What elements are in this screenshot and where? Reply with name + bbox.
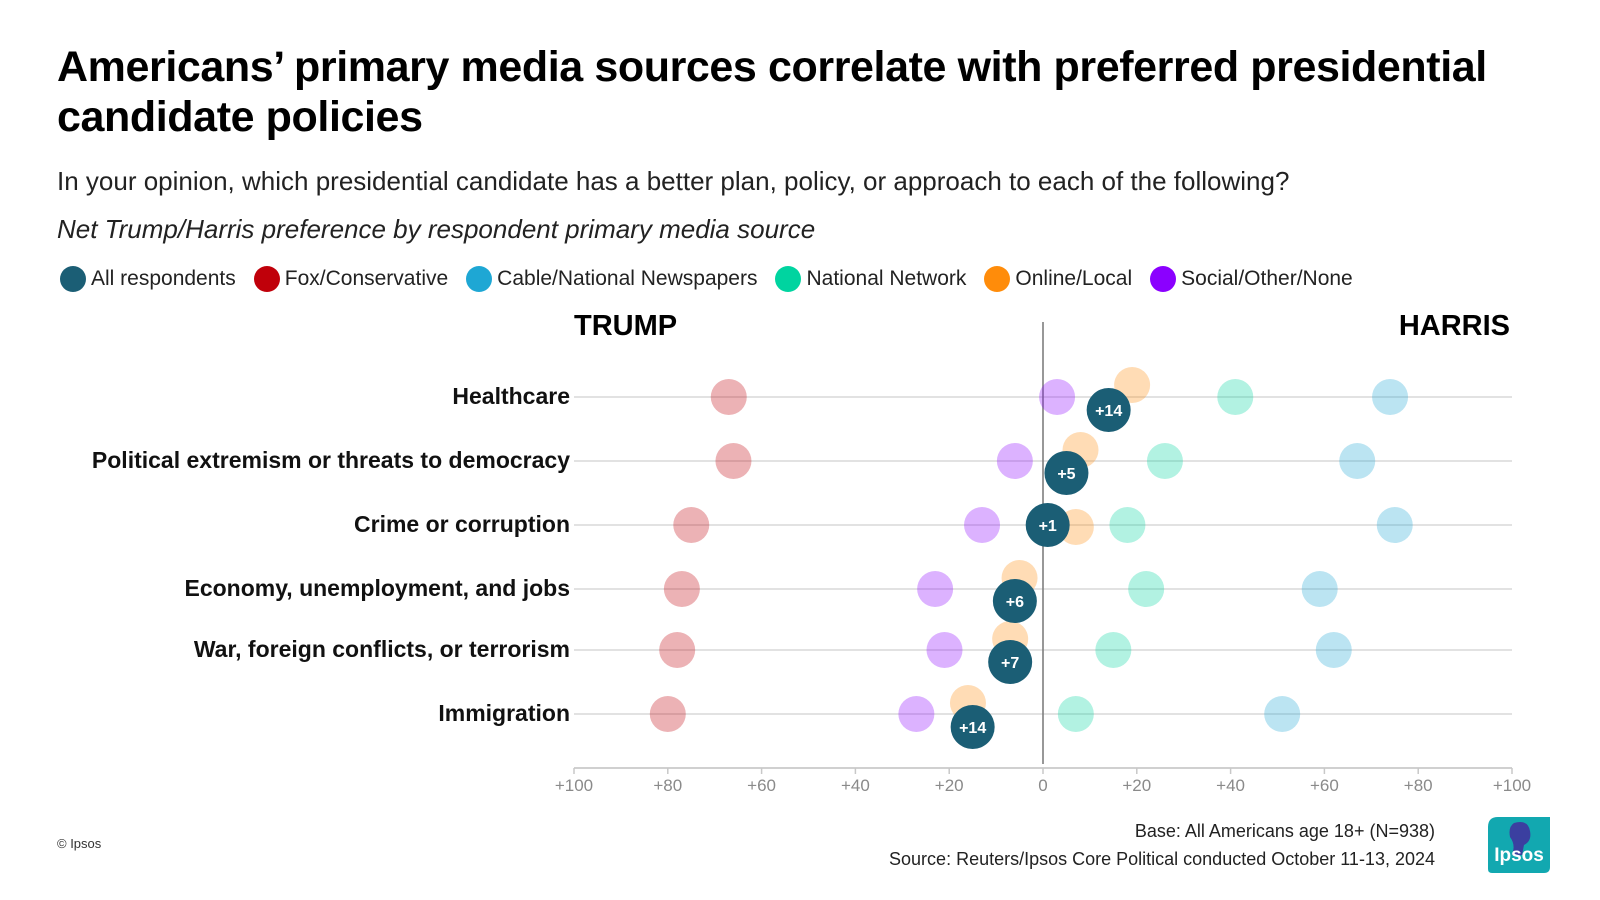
- base-note: Base: All Americans age 18+ (N=938): [1134, 821, 1435, 841]
- row-label: War, foreign conflicts, or terrorism: [193, 636, 570, 662]
- legend: All respondents Fox/Conservative Cable/Nat…: [60, 266, 1371, 292]
- x-tick-label: +60: [747, 776, 776, 795]
- ipsos-logo-icon: [1488, 817, 1550, 873]
- legend-marker-online: [984, 266, 1011, 292]
- legend-marker-cable: [466, 266, 493, 292]
- legend-marker-network: [775, 266, 802, 292]
- dot-network: [1217, 379, 1254, 415]
- legend-item-network: National Network: [775, 266, 966, 292]
- dot-fox: [663, 571, 700, 607]
- legend-label-network: National Network: [806, 267, 967, 290]
- dot-all: [988, 640, 1033, 684]
- chart-subtitle: In your opinion, which presidential cand…: [57, 166, 1290, 196]
- row-label: Political extremism or threats to democr…: [91, 447, 570, 473]
- dot-social: [917, 571, 954, 607]
- x-tick-label: +40: [841, 776, 870, 795]
- dot-fox: [715, 443, 752, 479]
- legend-item-fox: Fox/Conservative: [253, 266, 449, 292]
- dot-all: [1025, 503, 1070, 547]
- row-label: Crime or corruption: [354, 511, 570, 537]
- dot-network: [1109, 507, 1146, 543]
- source-note: Source: Reuters/Ipsos Core Political con…: [889, 849, 1435, 869]
- dot-all: [950, 705, 995, 749]
- dot-all: [1044, 451, 1089, 495]
- copyright-note: © Ipsos: [57, 836, 102, 851]
- dot-fox: [710, 379, 747, 415]
- dot-social: [996, 443, 1033, 479]
- legend-label-fox: Fox/Conservative: [284, 267, 449, 290]
- legend-item-social: Social/Other/None: [1150, 266, 1353, 292]
- legend-marker-fox: [253, 266, 280, 292]
- dot-label-all: +7: [1001, 655, 1019, 672]
- dot-all: [992, 579, 1037, 623]
- dot-label-all: +5: [1057, 466, 1075, 483]
- dot-cable: [1339, 443, 1376, 479]
- dot-fox: [673, 507, 710, 543]
- legend-item-cable: Cable/National Newspapers: [466, 266, 757, 292]
- legend-marker-all: [60, 266, 86, 292]
- ipsos-logo: Ipsos: [1488, 815, 1550, 873]
- legend-item-online: Online/Local: [984, 266, 1132, 292]
- chart-title: Americans’ primary media sources correla…: [57, 43, 1487, 141]
- x-tick-label: +20: [1122, 776, 1151, 795]
- dot-cable: [1301, 571, 1338, 607]
- x-tick-label: +40: [1216, 776, 1245, 795]
- dot-social: [898, 696, 935, 732]
- dot-cable: [1372, 379, 1409, 415]
- x-tick-label: +100: [555, 776, 593, 795]
- dot-cable: [1264, 696, 1301, 732]
- dot-network: [1057, 696, 1094, 732]
- x-tick-label: +80: [1404, 776, 1433, 795]
- dot-label-all: +1: [1039, 518, 1057, 535]
- dot-fox: [649, 696, 686, 732]
- row-label: Economy, unemployment, and jobs: [184, 575, 570, 601]
- dot-social: [964, 507, 1001, 543]
- dot-cable: [1315, 632, 1352, 668]
- row-label: Immigration: [438, 700, 570, 726]
- row-label: Healthcare: [452, 383, 570, 409]
- x-tick-label: 0: [1038, 776, 1047, 795]
- dot-label-all: +6: [1006, 594, 1024, 611]
- legend-label-social: Social/Other/None: [1181, 267, 1353, 290]
- chart-caption: Net Trump/Harris preference by responden…: [57, 214, 816, 244]
- x-tick-label: +100: [1493, 776, 1531, 795]
- legend-item-all: All respondents: [60, 266, 236, 292]
- dot-network: [1146, 443, 1183, 479]
- dot-fox: [659, 632, 696, 668]
- dot-network: [1128, 571, 1165, 607]
- x-tick-label: +60: [1310, 776, 1339, 795]
- harris-side-label: HARRIS: [1398, 310, 1510, 342]
- legend-marker-social: [1150, 266, 1177, 292]
- x-tick-label: +80: [653, 776, 682, 795]
- dot-social: [1039, 379, 1076, 415]
- legend-label-all: All respondents: [91, 267, 236, 290]
- x-tick-label: +20: [935, 776, 964, 795]
- dot-label-all: +14: [959, 720, 986, 737]
- trump-side-label: TRUMP: [574, 310, 678, 342]
- dot-all: [1086, 388, 1131, 432]
- logo-text: Ipsos: [1494, 845, 1544, 866]
- legend-label-cable: Cable/National Newspapers: [497, 267, 758, 290]
- dot-label-all: +14: [1095, 403, 1122, 420]
- dot-cable: [1376, 507, 1413, 543]
- dot-social: [926, 632, 963, 668]
- dot-network: [1095, 632, 1132, 668]
- legend-label-online: Online/Local: [1015, 267, 1133, 290]
